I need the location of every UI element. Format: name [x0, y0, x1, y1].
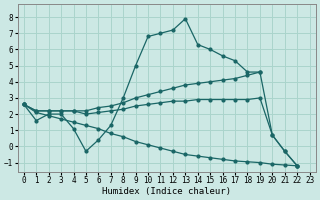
X-axis label: Humidex (Indice chaleur): Humidex (Indice chaleur) [102, 187, 231, 196]
